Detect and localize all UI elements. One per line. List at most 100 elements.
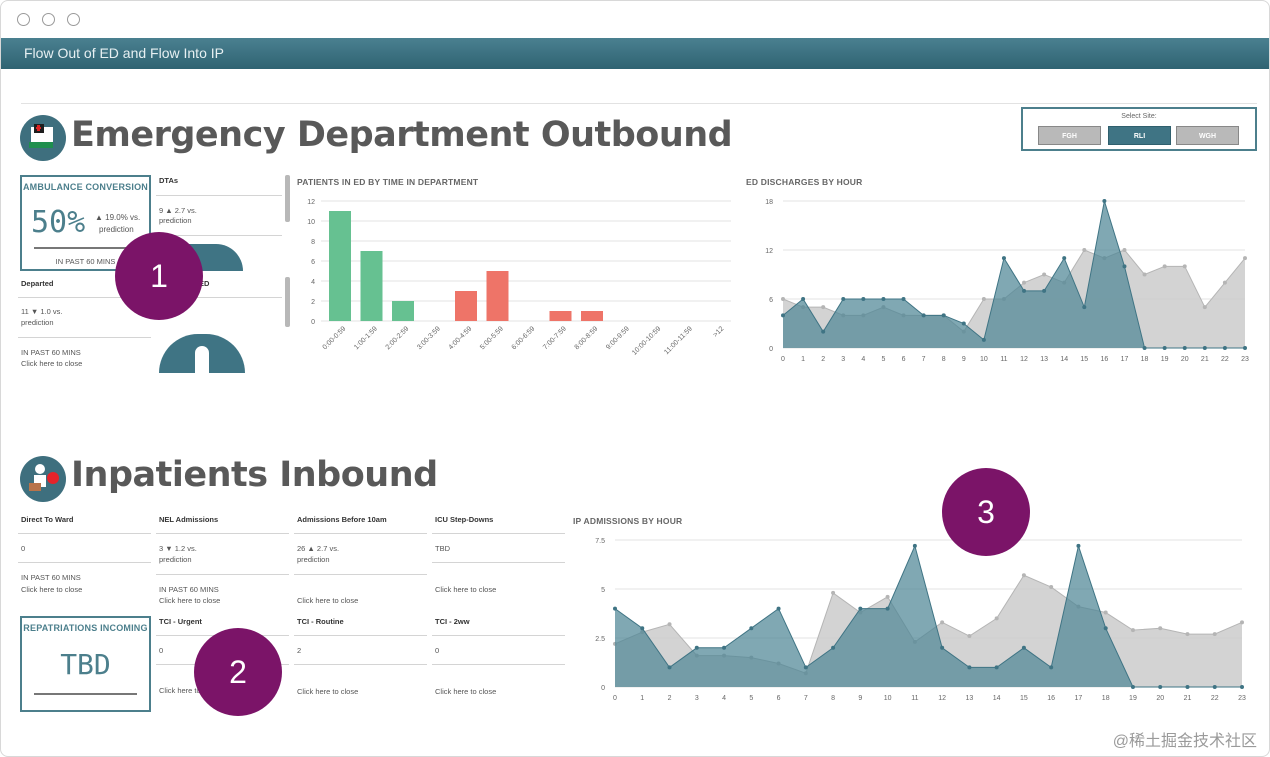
dtas-value: 9 ▲ 2.7 vs.	[159, 206, 197, 215]
data-point	[1130, 628, 1135, 633]
icu-step-downs-close-link[interactable]: Click here to close	[435, 585, 497, 594]
site-button-wgh[interactable]: WGH	[1176, 126, 1239, 145]
data-point	[1082, 248, 1087, 252]
data-point	[1062, 256, 1067, 261]
data-point	[781, 297, 785, 301]
gauge-needle	[195, 346, 209, 373]
icu-step-downs-title: ICU Step-Downs	[435, 515, 494, 524]
series-teal-line	[614, 544, 1242, 688]
x-tick-label: 16	[1047, 695, 1055, 702]
x-tick-label: 22	[1211, 695, 1219, 702]
x-tick-label: 21	[1201, 356, 1209, 363]
divider	[294, 574, 427, 575]
data-point	[967, 665, 972, 670]
site-button-rli[interactable]: RLI	[1108, 126, 1171, 145]
x-tick-label: 2	[668, 695, 672, 702]
kpi-rule	[34, 247, 139, 249]
admissions-before-10am-value-label: prediction	[297, 555, 330, 564]
x-tick-label: 5	[881, 356, 885, 363]
x-tick-label: 8:00-8:59	[574, 325, 600, 351]
tci-2ww-close-link[interactable]: Click here to close	[435, 687, 497, 696]
kpi-delta-label: prediction	[99, 225, 134, 234]
tci-urgent-title: TCI - Urgent	[159, 617, 202, 626]
data-point	[1103, 610, 1108, 615]
scrollbar[interactable]	[285, 277, 290, 327]
maximize-window-button[interactable]	[67, 13, 80, 26]
x-tick-label: 11:00-11:59	[663, 325, 694, 356]
annotation-marker-2: 2	[194, 628, 282, 716]
x-tick-label: 12	[1020, 356, 1028, 363]
repatriations-kpi[interactable]: REPATRIATIONS INCOMING TBD	[20, 616, 151, 712]
data-point	[776, 606, 781, 611]
data-point	[781, 313, 785, 318]
admissions-before-10am-value: 26 ▲ 2.7 vs.	[297, 544, 340, 553]
data-point	[1021, 573, 1026, 578]
ed-discharges-chart-title: ED DISCHARGES BY HOUR	[746, 177, 863, 187]
divider	[432, 533, 565, 534]
x-tick-label: 1	[801, 356, 805, 363]
departed-value-label: prediction	[21, 318, 54, 327]
dtas-value-label: prediction	[159, 216, 192, 225]
x-tick-label: 10	[980, 356, 988, 363]
data-point	[803, 665, 808, 670]
y-tick-label: 0	[311, 319, 315, 326]
ip-admissions-area-chart: 02.557.50 1 2 3 4 5 6 7 8 9 10 11 12 13 14 15 16 17 18 19 20…	[595, 538, 1246, 702]
data-point	[940, 645, 945, 650]
x-tick-label: 23	[1238, 695, 1246, 702]
x-tick-label: 2:00-2:59	[385, 325, 411, 351]
bar	[581, 311, 603, 321]
data-point	[1212, 685, 1217, 689]
admissions-before-10am-close-link[interactable]: Click here to close	[297, 596, 359, 605]
app-title-bar: Flow Out of ED and Flow Into IP	[1, 38, 1269, 69]
x-tick-label: 17	[1121, 356, 1129, 363]
divider	[156, 195, 282, 196]
data-point	[940, 620, 945, 625]
divider	[294, 533, 427, 534]
x-tick-label: 22	[1221, 356, 1229, 363]
data-point	[1182, 346, 1187, 350]
x-tick-label: 3	[841, 356, 845, 363]
minimize-window-button[interactable]	[42, 13, 55, 26]
bar	[486, 271, 509, 321]
data-point	[1162, 264, 1167, 269]
y-tick-label: 0	[769, 346, 773, 353]
data-point	[1240, 685, 1244, 689]
watermark: @稀土掘金技术社区	[1112, 733, 1257, 750]
divider	[156, 533, 289, 534]
scrollbar[interactable]	[285, 175, 290, 222]
direct-to-ward-close-link[interactable]: Click here to close	[21, 585, 83, 594]
site-button-fgh[interactable]: FGH	[1038, 126, 1101, 145]
data-point	[961, 321, 966, 326]
direct-to-ward-footer: IN PAST 60 MINS	[21, 573, 81, 582]
x-tick-label: 8	[942, 356, 946, 363]
x-tick-label: 4	[722, 695, 726, 702]
bar	[455, 291, 477, 321]
admissions-before-10am-title: Admissions Before 10am	[297, 515, 387, 524]
x-tick-label: 7:00-7:59	[542, 325, 568, 351]
tci-urgent-close-link[interactable]: Click here to close	[159, 686, 221, 695]
x-tick-label: 6:00-6:59	[511, 325, 537, 351]
data-point	[981, 297, 986, 301]
direct-to-ward-title: Direct To Ward	[21, 515, 74, 524]
close-window-button[interactable]	[17, 13, 30, 26]
kpi-value: TBD	[60, 648, 111, 681]
kpi-delta: ▲ 19.0% vs.	[95, 213, 141, 222]
data-point	[841, 297, 846, 301]
data-point	[1076, 543, 1081, 548]
data-point	[1158, 685, 1163, 689]
divider	[432, 635, 565, 636]
y-tick-label: 6	[769, 297, 773, 304]
x-tick-label: 18	[1102, 695, 1110, 702]
data-point	[901, 297, 906, 301]
ip-admissions-chart-title: IP ADMISSIONS BY HOUR	[573, 516, 683, 526]
y-tick-label: 8	[311, 239, 315, 246]
x-tick-label: 23	[1241, 356, 1249, 363]
nel-admissions-close-link[interactable]: Click here to close	[159, 596, 221, 605]
site-selector: Select Site: FGH RLI WGH	[1021, 107, 1257, 151]
x-tick-label: 15	[1020, 695, 1028, 702]
data-point	[1130, 685, 1135, 689]
y-tick-label: 7.5	[595, 538, 605, 545]
tci-routine-close-link[interactable]: Click here to close	[297, 687, 359, 696]
departed-close-link[interactable]: Click here to close	[21, 359, 83, 368]
